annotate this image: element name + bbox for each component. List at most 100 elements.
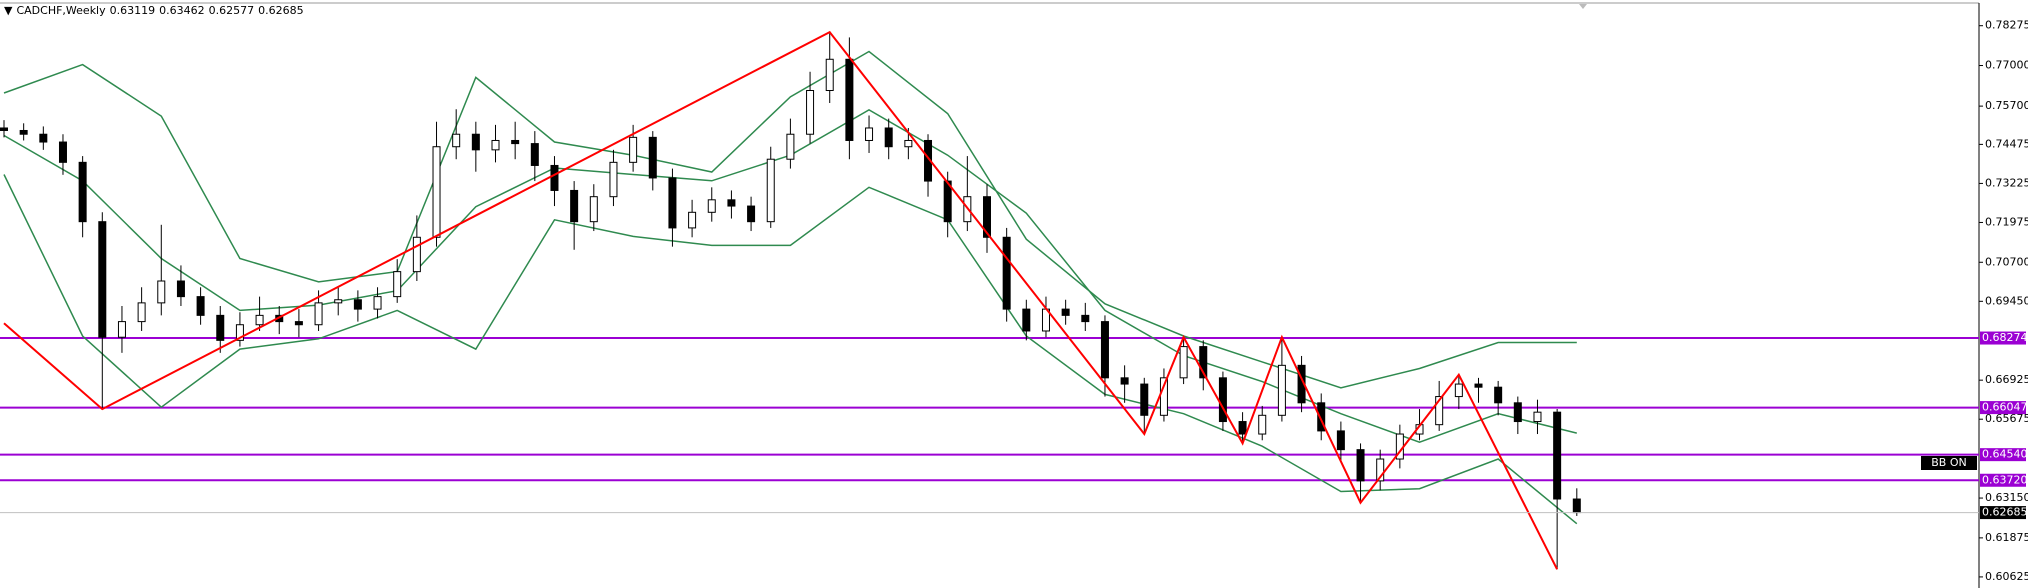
candle-body — [255, 314, 264, 326]
candle-body — [688, 211, 697, 229]
candle-body — [943, 180, 952, 223]
indicator-box — [1921, 456, 1977, 470]
candle-body — [432, 146, 441, 238]
candle-body — [1474, 383, 1483, 388]
level-label-box — [1980, 473, 2026, 487]
candle-body — [786, 133, 795, 160]
y-tick-label: 0.69450 — [1985, 294, 2028, 307]
level-label: 0.64540 — [1982, 448, 2028, 461]
candle-body — [1454, 383, 1463, 398]
candle-body — [1100, 321, 1109, 379]
header: ▼ CADCHF,Weekly 0.63119 0.63462 0.62577 0.626… — [4, 4, 308, 17]
level-label-box — [1980, 331, 2026, 345]
candle-body — [1336, 430, 1345, 451]
candle-body — [983, 196, 991, 238]
candle-body — [1553, 411, 1562, 500]
y-tick-label: 0.77000 — [1985, 59, 2028, 72]
candle-body — [511, 139, 520, 145]
candle-body — [176, 280, 185, 298]
candle-body — [1179, 346, 1188, 379]
candle-body — [668, 177, 677, 229]
candle-body — [865, 127, 874, 141]
symbol: CADCHF,Weekly — [16, 4, 106, 17]
level-label-box — [1980, 448, 2026, 462]
candle-body — [570, 189, 579, 223]
candle-body — [1022, 308, 1031, 332]
y-tick-label: 0.71975 — [1985, 215, 2028, 228]
candle-body — [609, 161, 618, 198]
candle-body — [117, 321, 126, 338]
y-tick-label: 0.75700 — [1985, 99, 2028, 112]
shift-marker — [1579, 4, 1587, 9]
candle-body — [589, 196, 598, 223]
y-tick-label: 0.70700 — [1985, 255, 2028, 268]
candle-body — [845, 58, 854, 141]
candle-body — [0, 127, 8, 131]
candle-body — [353, 299, 362, 310]
candle-body — [1317, 402, 1326, 432]
candle-body — [1238, 421, 1247, 435]
candle-body — [196, 296, 205, 316]
candle-body — [1120, 377, 1129, 385]
y-tick-label: 0.66925 — [1985, 373, 2028, 386]
level-label: 0.66047 — [1982, 401, 2028, 414]
candle-body — [747, 205, 756, 223]
candle-body — [1533, 411, 1542, 423]
last-price-box — [1980, 506, 2026, 520]
y-tick-label: 0.65675 — [1985, 412, 2028, 425]
y-tick-label: 0.73225 — [1985, 176, 2028, 189]
level-label: 0.63720 — [1982, 473, 2028, 486]
candle-body — [235, 324, 244, 341]
candle-body — [452, 133, 461, 148]
candle-body — [58, 141, 67, 163]
candle-body — [648, 136, 657, 179]
candle-body — [1002, 236, 1011, 310]
candle-body — [412, 236, 421, 273]
candle-body — [530, 143, 539, 166]
bollinger-band — [3, 174, 1578, 525]
candle-body — [98, 221, 107, 338]
candle-body — [314, 302, 323, 326]
zigzag — [3, 30, 1558, 570]
close: 0.62685 — [258, 4, 304, 17]
candle-body — [393, 271, 402, 298]
candle-body — [157, 280, 166, 304]
candle-body — [373, 296, 382, 310]
menu-arrow: ▼ — [4, 4, 13, 17]
level-label-box — [1980, 401, 2026, 415]
candle-body — [550, 164, 559, 191]
candle-body — [1199, 346, 1208, 379]
open: 0.63119 — [109, 4, 156, 17]
candle-body — [1435, 396, 1444, 426]
candle-body — [884, 127, 893, 148]
candle-body — [1277, 364, 1286, 416]
candle-body — [806, 90, 815, 135]
candle-body — [216, 314, 225, 341]
candle-body — [491, 139, 500, 151]
candle-body — [1356, 449, 1365, 482]
y-tick-label: 0.74475 — [1985, 137, 2028, 150]
low: 0.62577 — [208, 4, 255, 17]
bollinger-band — [3, 50, 1577, 389]
candle-body — [1061, 308, 1070, 316]
y-tick-label: 0.61875 — [1985, 531, 2028, 544]
y-tick-label: 0.78275 — [1985, 19, 2028, 32]
candle-body — [825, 58, 834, 92]
candle-body — [334, 299, 343, 304]
candle-body — [471, 133, 480, 151]
last-price-label: 0.62685 — [1982, 506, 2028, 519]
candle-body — [1218, 377, 1227, 423]
candle-body — [78, 161, 87, 223]
candle-body — [1513, 402, 1522, 423]
candle-body — [707, 199, 716, 213]
y-tick-label: 0.63150 — [1985, 491, 2028, 504]
candle-body — [629, 136, 638, 163]
candle-body — [1376, 458, 1385, 482]
candle-body — [904, 139, 913, 148]
candle-body — [766, 158, 775, 223]
candle-body — [39, 133, 48, 143]
candle-body — [294, 321, 303, 326]
y-tick-label: 0.60625 — [1985, 570, 2028, 583]
